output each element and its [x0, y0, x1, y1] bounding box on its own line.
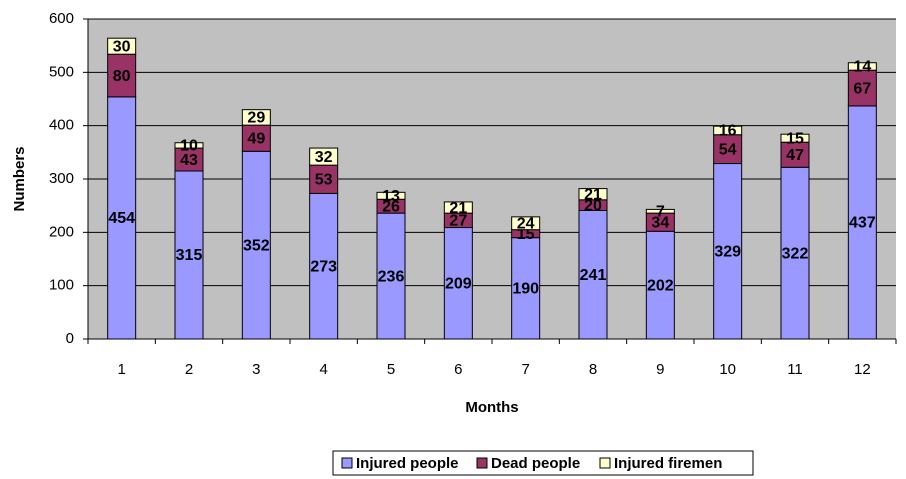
bar-segment: [645, 208, 675, 214]
y-tick-label: 0: [66, 330, 74, 347]
data-label: 352: [243, 237, 270, 254]
x-tick-label: 1: [117, 361, 125, 378]
x-tick-label: 6: [454, 361, 462, 378]
y-tick-label: 200: [49, 223, 74, 240]
x-tick-label: 9: [656, 361, 664, 378]
x-tick-label: 4: [319, 361, 327, 378]
data-label: 454: [108, 210, 135, 227]
bar-segment: [174, 142, 204, 149]
x-tick-label: 12: [854, 361, 871, 378]
data-label: 43: [180, 152, 198, 169]
y-tick-label: 600: [49, 10, 74, 27]
legend-label: Injured people: [356, 455, 459, 472]
data-label: 273: [310, 258, 337, 275]
data-label: 13: [382, 188, 400, 205]
bar-segment: [376, 212, 406, 340]
bar-segment: [780, 166, 810, 340]
data-label: 27: [449, 213, 467, 230]
legend-label: Injured firemen: [614, 455, 722, 472]
bar-segment: [174, 170, 204, 340]
data-label: 30: [113, 38, 131, 55]
data-label: 236: [378, 268, 405, 285]
bar-segment: [107, 37, 137, 55]
data-label: 26: [382, 198, 400, 215]
data-label: 437: [849, 215, 876, 232]
data-label: 20: [584, 197, 602, 214]
y-tick-label: 400: [49, 117, 74, 134]
data-label: 15: [786, 130, 804, 147]
x-tick-label: 7: [521, 361, 529, 378]
x-tick-label: 11: [787, 361, 803, 378]
legend-box: [332, 450, 754, 476]
data-label: 329: [714, 243, 741, 260]
y-tick-label: 500: [49, 63, 74, 80]
data-label: 10: [180, 138, 198, 155]
y-tick-label: 300: [49, 170, 74, 187]
legend-swatch: [599, 457, 611, 469]
data-label: 32: [315, 149, 333, 166]
x-tick-label: 10: [719, 361, 736, 378]
data-label: 80: [113, 68, 131, 85]
data-label: 21: [584, 186, 602, 203]
data-label: 190: [512, 281, 539, 298]
y-axis-title: Numbers: [11, 146, 28, 211]
x-tick-label: 8: [589, 361, 597, 378]
bar-segment: [309, 192, 339, 340]
data-label: 34: [651, 214, 669, 231]
data-label: 7: [656, 203, 665, 220]
data-label: 241: [580, 267, 607, 284]
data-label: 315: [176, 247, 203, 264]
bar-segment: [713, 125, 743, 136]
x-axis-title: Months: [465, 399, 518, 416]
y-tick-label: 100: [49, 277, 74, 294]
x-tick-label: 5: [387, 361, 395, 378]
data-label: 209: [445, 275, 472, 292]
x-tick-label: 2: [185, 361, 193, 378]
bar-segment: [443, 227, 473, 340]
bar-segment: [376, 191, 406, 200]
bar-segment: [511, 237, 541, 340]
bar-segment: [241, 124, 271, 152]
data-label: 14: [853, 59, 871, 76]
bar-segment: [511, 216, 541, 231]
bar-segment: [578, 188, 608, 201]
data-label: 54: [719, 141, 737, 158]
legend-swatch: [341, 457, 353, 469]
data-label: 53: [315, 171, 333, 188]
bar-segment: [645, 230, 675, 340]
bar-segment: [309, 164, 339, 194]
bar-segment: [847, 62, 877, 71]
data-label: 24: [517, 215, 535, 232]
bar-segment: [847, 69, 877, 107]
bar-segment: [241, 150, 271, 340]
data-label: 47: [786, 147, 804, 164]
legend-swatch: [476, 457, 488, 469]
bar-segment: [578, 209, 608, 340]
data-label: 16: [719, 123, 737, 140]
legend-label: Dead people: [491, 455, 580, 472]
data-label: 202: [647, 277, 674, 294]
bar-segment: [107, 96, 137, 340]
data-label: 49: [247, 130, 265, 147]
data-label: 67: [853, 80, 871, 97]
bar-segment: [780, 133, 810, 143]
data-label: 29: [247, 110, 265, 127]
data-label: 21: [449, 200, 467, 217]
x-tick-label: 3: [252, 361, 260, 378]
bar-segment: [309, 147, 339, 166]
bar-segment: [443, 201, 473, 214]
data-label: 322: [782, 245, 809, 262]
bar-segment: [241, 109, 271, 126]
